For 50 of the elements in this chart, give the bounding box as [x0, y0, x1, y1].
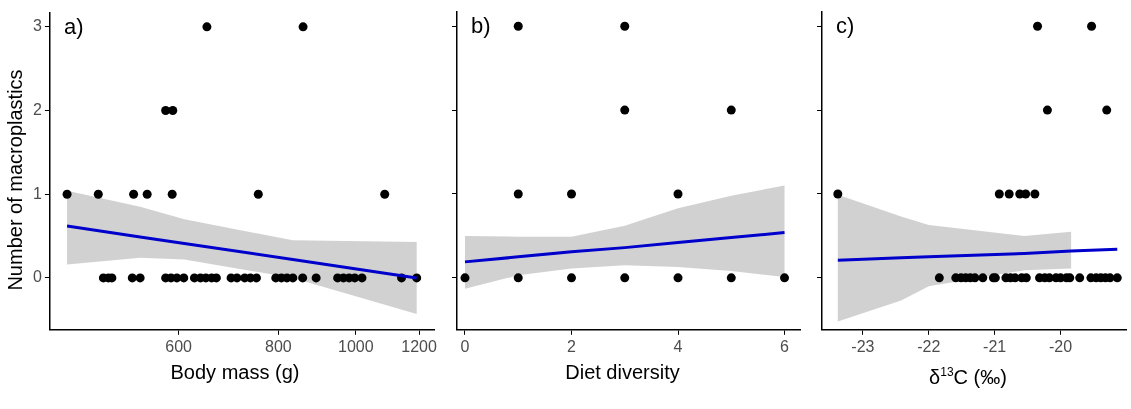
- chart-title: a): [63, 13, 84, 39]
- x-tick-label: -20: [1049, 337, 1073, 355]
- x-tick-label: 1000: [337, 337, 374, 355]
- x-tick-label: 2: [567, 337, 577, 355]
- y-axis-title: Number of macroplastics: [3, 69, 27, 291]
- x-tick-label: 800: [265, 337, 292, 355]
- point: [1087, 21, 1097, 31]
- chart-title: b): [471, 13, 491, 39]
- x-axis-title: δ$^{13}$C (‰): [928, 364, 1008, 389]
- point: [1075, 273, 1085, 283]
- point: [620, 105, 630, 115]
- point: [513, 273, 523, 283]
- y-tick-label: 0: [32, 268, 42, 286]
- point: [934, 273, 944, 283]
- x-axis-title: Body mass (g): [169, 360, 301, 384]
- x-axis-title: Diet diversity: [564, 360, 681, 384]
- point: [1033, 21, 1043, 31]
- x-tick-label: -22: [917, 337, 941, 355]
- point: [1042, 105, 1052, 115]
- point: [833, 189, 843, 199]
- point: [513, 21, 523, 31]
- point: [1112, 273, 1122, 283]
- point: [567, 273, 576, 283]
- point: [726, 273, 736, 283]
- x-tick-label: -21: [983, 337, 1007, 355]
- point: [513, 189, 523, 199]
- y-tick-label: 1: [32, 184, 42, 202]
- x-tick-label: 600: [165, 337, 193, 355]
- point: [994, 189, 1004, 199]
- point: [726, 105, 736, 115]
- x-tick-label: 1200: [401, 337, 437, 355]
- x-tick-label: 0: [460, 337, 470, 355]
- x-tick-label: 4: [673, 337, 683, 355]
- y-tick-label: 2: [32, 100, 42, 118]
- point: [567, 189, 576, 199]
- point: [780, 273, 790, 283]
- point: [978, 273, 988, 283]
- point: [1021, 189, 1031, 199]
- point: [673, 189, 683, 199]
- point: [620, 21, 630, 31]
- chart-title: c): [836, 13, 855, 39]
- x-tick-label: -23: [851, 337, 875, 355]
- y-tick-label: 3: [32, 17, 42, 35]
- x-tick-label: 6: [780, 337, 790, 355]
- point: [1030, 189, 1040, 199]
- point: [620, 273, 630, 283]
- point: [673, 273, 683, 283]
- point: [460, 273, 470, 283]
- point: [1004, 189, 1014, 199]
- point: [1102, 105, 1112, 115]
